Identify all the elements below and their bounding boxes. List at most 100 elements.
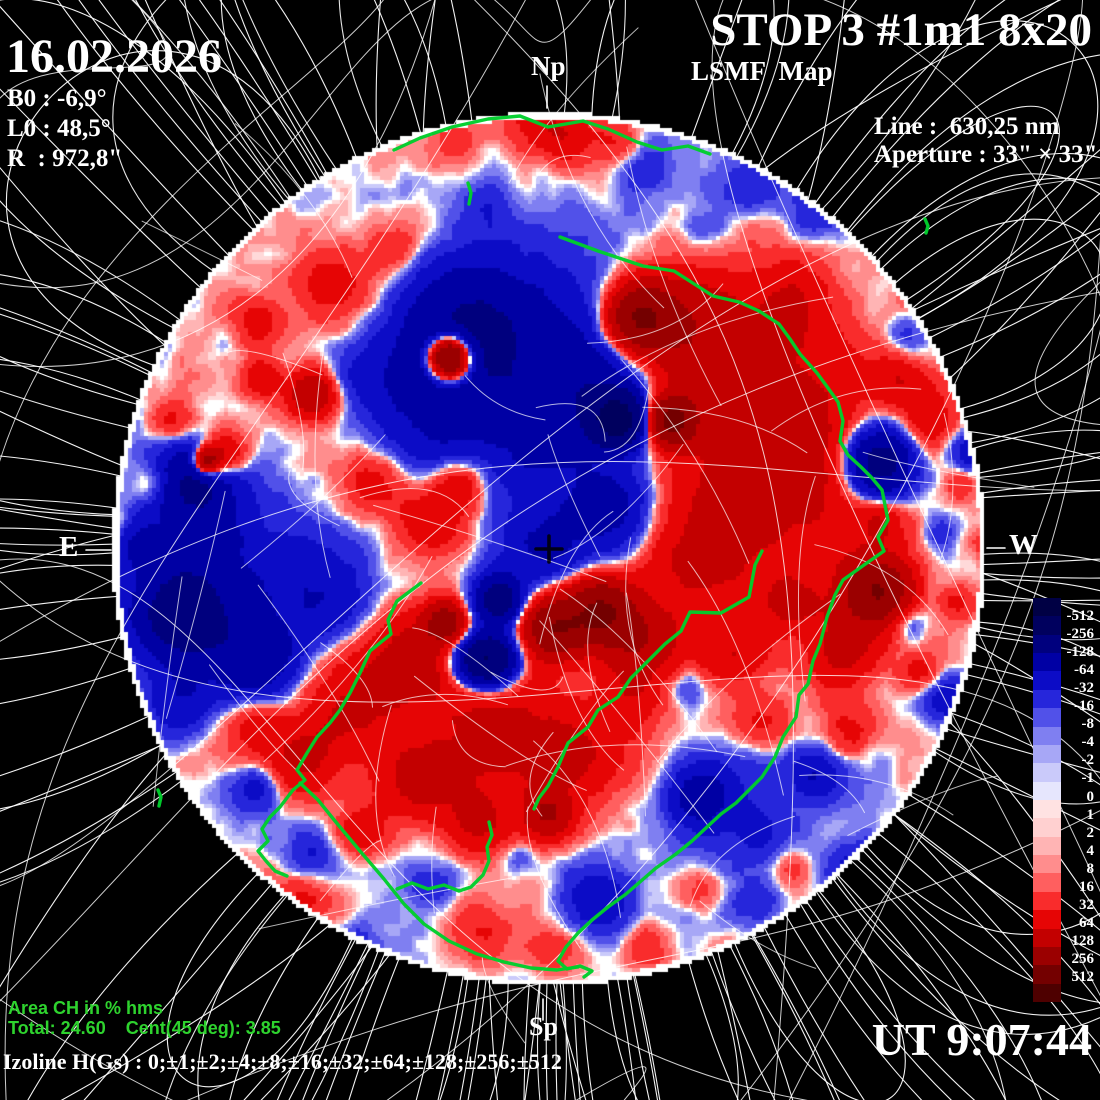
colorbar-scale-label: -2 — [1081, 752, 1095, 769]
field-line-streak — [263, 556, 433, 763]
field-line-ray — [60, 922, 332, 1100]
field-line-streak — [533, 740, 621, 918]
field-line-ray — [910, 228, 1100, 312]
field-line-ray — [946, 718, 1100, 918]
ch-contour — [532, 549, 764, 811]
field-line-loop — [687, 855, 1042, 1100]
field-line-streak — [625, 592, 646, 817]
field-line-ray — [981, 558, 1100, 566]
field-line-loop — [0, 564, 163, 810]
field-line-chord — [0, 0, 433, 289]
colorbar-scale-label: -4 — [1081, 734, 1095, 751]
ch-contour-layer — [156, 114, 930, 979]
colorbar-segment — [1033, 744, 1061, 764]
ch-contour — [556, 235, 890, 979]
west-limb-label: W — [1009, 529, 1038, 561]
north-pole-label: Np — [531, 51, 566, 81]
colorbar-segment — [1033, 800, 1061, 819]
field-line-chord — [187, 810, 1100, 1100]
colorbar-segment — [1033, 965, 1061, 985]
field-line-streak — [847, 775, 999, 836]
field-line-ray — [375, 0, 382, 153]
field-line-streak — [814, 544, 949, 636]
field-line-chord — [473, 0, 794, 1100]
field-line-ray — [608, 0, 621, 123]
field-line-streak — [375, 704, 395, 877]
field-line-chord — [822, 0, 1100, 297]
l0-value: L0 : 48,5° — [7, 115, 111, 142]
field-line-loop — [969, 429, 1100, 641]
field-line-chord — [0, 461, 1100, 642]
field-line-streak — [525, 670, 624, 813]
field-line-ray — [933, 747, 1100, 832]
ch-contour — [256, 581, 423, 878]
coronal-hole-area-label: Area CH in % hms — [8, 998, 164, 1018]
field-line-streak — [257, 584, 380, 782]
field-line-loop — [0, 498, 126, 660]
field-line-streak — [689, 815, 795, 907]
colorbar-scale-label: 16 — [1079, 878, 1094, 895]
ephemeris-block: B0 : -6,9° L0 : 48,5° R : 972,8" — [7, 84, 122, 174]
field-line-loop — [112, 0, 568, 274]
field-line-streak — [314, 343, 331, 578]
field-line-streak — [431, 806, 437, 914]
field-line-loop — [812, 0, 1100, 340]
field-line-streak — [373, 504, 607, 582]
field-line-streak — [234, 123, 353, 278]
field-line-ray — [965, 430, 1100, 460]
colorbar-scale-label: 8 — [1086, 860, 1095, 877]
field-line-chord — [0, 998, 174, 1100]
field-line-streak — [793, 760, 865, 814]
colorbar-scale-label: -64 — [1074, 662, 1094, 679]
field-line-streak — [464, 375, 546, 421]
field-line-loop — [0, 527, 178, 874]
field-line-loop — [537, 859, 1007, 1100]
field-line-streak — [505, 744, 746, 767]
colorbar-scale-label: 1 — [1086, 806, 1095, 823]
radius-value: R : 972,8" — [7, 145, 123, 172]
field-line-ray — [0, 744, 164, 812]
field-line-ray — [980, 572, 1100, 623]
magnetic-field-colorbar — [1033, 598, 1061, 1003]
field-line-chord — [1034, 281, 1100, 425]
colorbar-segment — [1033, 634, 1061, 654]
colorbar-segment — [1033, 708, 1061, 728]
field-line-ray — [488, 977, 499, 1100]
field-line-chord — [695, 0, 1100, 893]
field-line-ray — [909, 149, 1100, 311]
colorbar-scale-label: 64 — [1079, 914, 1094, 931]
coronal-hole-area-stats: Total: 24.60 Cent(45 deg): 3.85 — [8, 1018, 281, 1038]
colorbar-scale-label: 512 — [1071, 969, 1095, 985]
colorbar-scale-label: -32 — [1074, 680, 1094, 697]
field-line-streak — [797, 475, 816, 702]
observation-time: UT 9:07:44 — [871, 1014, 1092, 1065]
field-line-loop — [220, 0, 448, 193]
field-line-streak — [587, 602, 611, 732]
field-line-streak — [539, 510, 614, 645]
field-line-loop — [0, 274, 169, 556]
colorbar-segment — [1033, 910, 1061, 930]
field-line-ray — [0, 508, 118, 530]
field-line-chord — [788, 328, 1100, 1100]
map-type-label: LSMF Map — [691, 56, 833, 86]
south-pole-label: Sp — [529, 1012, 558, 1041]
field-line-streak — [412, 627, 519, 697]
field-line-loop — [234, 0, 422, 179]
ch-contour — [923, 217, 930, 235]
field-line-chord — [0, 558, 810, 1100]
field-line-loop — [844, 54, 1100, 479]
field-line-streak — [656, 593, 841, 763]
field-line-streak — [288, 469, 340, 527]
ch-contour — [298, 781, 580, 972]
field-line-ray — [760, 0, 1062, 173]
field-line-streak — [530, 154, 591, 189]
compass-tick-layer — [85, 85, 1006, 1021]
ch-contour — [466, 181, 473, 206]
field-line-streak — [771, 387, 922, 432]
field-line-streak — [240, 434, 386, 569]
field-line-ray — [243, 944, 374, 1100]
field-line-loop — [56, 0, 329, 232]
field-line-ray — [978, 599, 1100, 602]
colorbar-scale-label: 128 — [1071, 932, 1095, 949]
b0-value: B0 : -6,9° — [7, 85, 107, 112]
